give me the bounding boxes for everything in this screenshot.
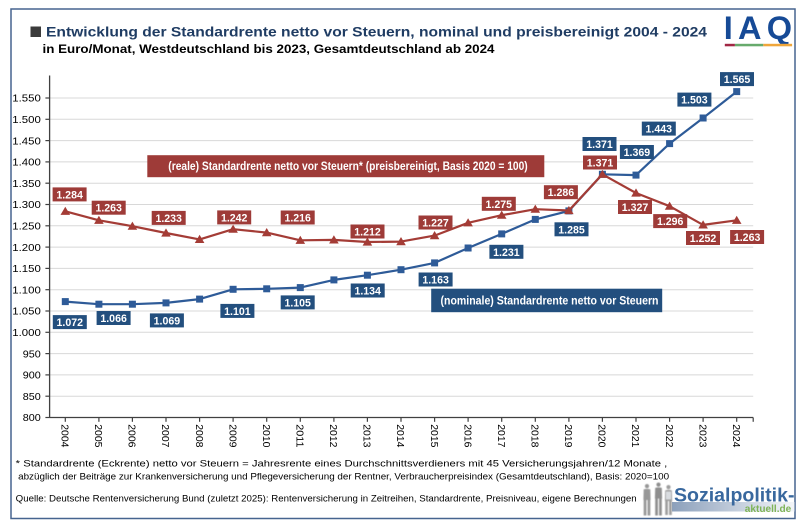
svg-text:2023: 2023 bbox=[696, 424, 708, 447]
svg-text:1.443: 1.443 bbox=[646, 124, 673, 136]
svg-text:1.212: 1.212 bbox=[354, 227, 381, 239]
svg-text:1.369: 1.369 bbox=[624, 147, 651, 159]
svg-text:1.000: 1.000 bbox=[12, 328, 41, 339]
svg-text:2011: 2011 bbox=[294, 424, 306, 447]
svg-text:2008: 2008 bbox=[193, 424, 205, 447]
svg-text:1.216: 1.216 bbox=[284, 213, 311, 225]
svg-text:2005: 2005 bbox=[92, 424, 104, 447]
svg-text:1.242: 1.242 bbox=[221, 212, 248, 224]
svg-text:1.252: 1.252 bbox=[690, 233, 717, 245]
svg-text:2022: 2022 bbox=[663, 424, 675, 447]
svg-text:1.200: 1.200 bbox=[12, 243, 41, 254]
svg-text:* Standardrente (Eckrente) net: * Standardrente (Eckrente) netto vor Ste… bbox=[16, 458, 668, 469]
svg-text:1.284: 1.284 bbox=[56, 189, 83, 201]
svg-text:2004: 2004 bbox=[59, 424, 71, 447]
svg-text:abzüglich der Beiträge zur Kra: abzüglich der Beiträge zur Krankenversic… bbox=[18, 472, 669, 483]
svg-text:1.565: 1.565 bbox=[724, 74, 751, 86]
svg-text:2006: 2006 bbox=[126, 424, 138, 447]
svg-text:2015: 2015 bbox=[428, 424, 440, 447]
svg-text:1.100: 1.100 bbox=[12, 285, 41, 296]
svg-text:(reale) Standardrente netto vo: (reale) Standardrente netto vor Steuern*… bbox=[168, 159, 527, 173]
svg-text:1.134: 1.134 bbox=[354, 286, 381, 298]
svg-text:1.066: 1.066 bbox=[100, 313, 127, 325]
svg-text:1.105: 1.105 bbox=[284, 297, 311, 309]
svg-text:2010: 2010 bbox=[260, 424, 272, 447]
svg-text:2009: 2009 bbox=[226, 424, 238, 447]
svg-text:2021: 2021 bbox=[629, 424, 641, 447]
svg-text:Quelle: Deutsche Rentenversich: Quelle: Deutsche Rentenversicherung Bund… bbox=[16, 493, 637, 504]
svg-text:1.233: 1.233 bbox=[155, 213, 182, 225]
svg-text:1.285: 1.285 bbox=[558, 224, 585, 236]
svg-text:1.400: 1.400 bbox=[12, 158, 41, 169]
svg-text:Sozialpolitik-: Sozialpolitik- bbox=[674, 486, 795, 507]
svg-text:2007: 2007 bbox=[159, 424, 171, 447]
svg-text:1.300: 1.300 bbox=[12, 200, 41, 211]
svg-text:1.263: 1.263 bbox=[734, 232, 761, 244]
svg-text:1.069: 1.069 bbox=[154, 315, 181, 327]
svg-text:1.296: 1.296 bbox=[657, 216, 684, 228]
svg-text:2018: 2018 bbox=[529, 424, 541, 447]
svg-text:1.327: 1.327 bbox=[622, 202, 649, 214]
svg-text:1.072: 1.072 bbox=[57, 317, 84, 329]
svg-text:1.275: 1.275 bbox=[486, 199, 513, 211]
svg-text:850: 850 bbox=[23, 392, 41, 403]
svg-text:950: 950 bbox=[23, 349, 41, 360]
svg-text:2024: 2024 bbox=[730, 424, 742, 447]
svg-text:900: 900 bbox=[23, 371, 41, 382]
svg-text:1.263: 1.263 bbox=[95, 203, 122, 215]
svg-text:1.350: 1.350 bbox=[12, 179, 41, 190]
svg-text:1.371: 1.371 bbox=[586, 139, 613, 151]
svg-text:1.286: 1.286 bbox=[548, 187, 575, 199]
svg-text:1.163: 1.163 bbox=[422, 275, 449, 287]
svg-text:2014: 2014 bbox=[394, 424, 406, 447]
svg-text:1.227: 1.227 bbox=[422, 218, 449, 230]
svg-text:Entwicklung der Standardrente: Entwicklung der Standardrente netto vor … bbox=[46, 24, 707, 40]
svg-text:2019: 2019 bbox=[562, 424, 574, 447]
svg-text:aktuell.de: aktuell.de bbox=[745, 504, 792, 515]
svg-text:800: 800 bbox=[23, 413, 41, 424]
svg-text:1.231: 1.231 bbox=[493, 247, 520, 259]
svg-text:1.101: 1.101 bbox=[224, 306, 251, 318]
svg-text:1.500: 1.500 bbox=[12, 115, 41, 126]
svg-text:2016: 2016 bbox=[461, 424, 473, 447]
svg-text:1.371: 1.371 bbox=[587, 158, 614, 170]
svg-text:2017: 2017 bbox=[495, 424, 507, 447]
svg-text:1.150: 1.150 bbox=[12, 264, 41, 275]
svg-text:2020: 2020 bbox=[596, 424, 608, 447]
svg-text:in Euro/Monat, Westdeutschland: in Euro/Monat, Westdeutschland bis 2023,… bbox=[43, 42, 495, 56]
svg-text:1.503: 1.503 bbox=[681, 95, 708, 107]
svg-text:1.450: 1.450 bbox=[12, 136, 41, 147]
svg-text:1.250: 1.250 bbox=[12, 222, 41, 233]
svg-text:1.550: 1.550 bbox=[12, 94, 41, 105]
svg-text:2012: 2012 bbox=[327, 424, 339, 447]
svg-text:2013: 2013 bbox=[361, 424, 373, 447]
svg-text:IAQ: IAQ bbox=[724, 10, 797, 46]
svg-text:(nominale) Standardrente netto: (nominale) Standardrente netto vor Steue… bbox=[441, 294, 659, 308]
svg-text:1.050: 1.050 bbox=[12, 307, 41, 318]
